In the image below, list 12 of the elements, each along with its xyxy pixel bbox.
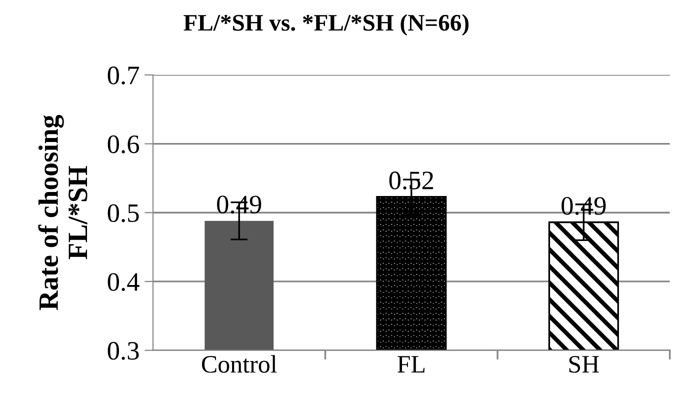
y-tick-label: 0.5 (108, 204, 139, 222)
x-tick-label: FL (398, 356, 424, 373)
x-tick-label: Control (202, 355, 277, 373)
x-tick-label: SH (569, 356, 599, 373)
chart-title: FL/*SH vs. *FL/*SH (N=66) (184, 14, 469, 36)
y-tick-label: 0.4 (108, 273, 140, 292)
data-label: 0.49 (562, 197, 606, 215)
y-axis-title: Rate of choosing FL/*SH (38, 114, 88, 310)
y-tick-label: 0.3 (108, 342, 139, 360)
y-tick-label: 0.7 (108, 66, 140, 84)
data-label: 0.52 (389, 172, 434, 190)
y-tick-label: 0.6 (108, 135, 140, 154)
